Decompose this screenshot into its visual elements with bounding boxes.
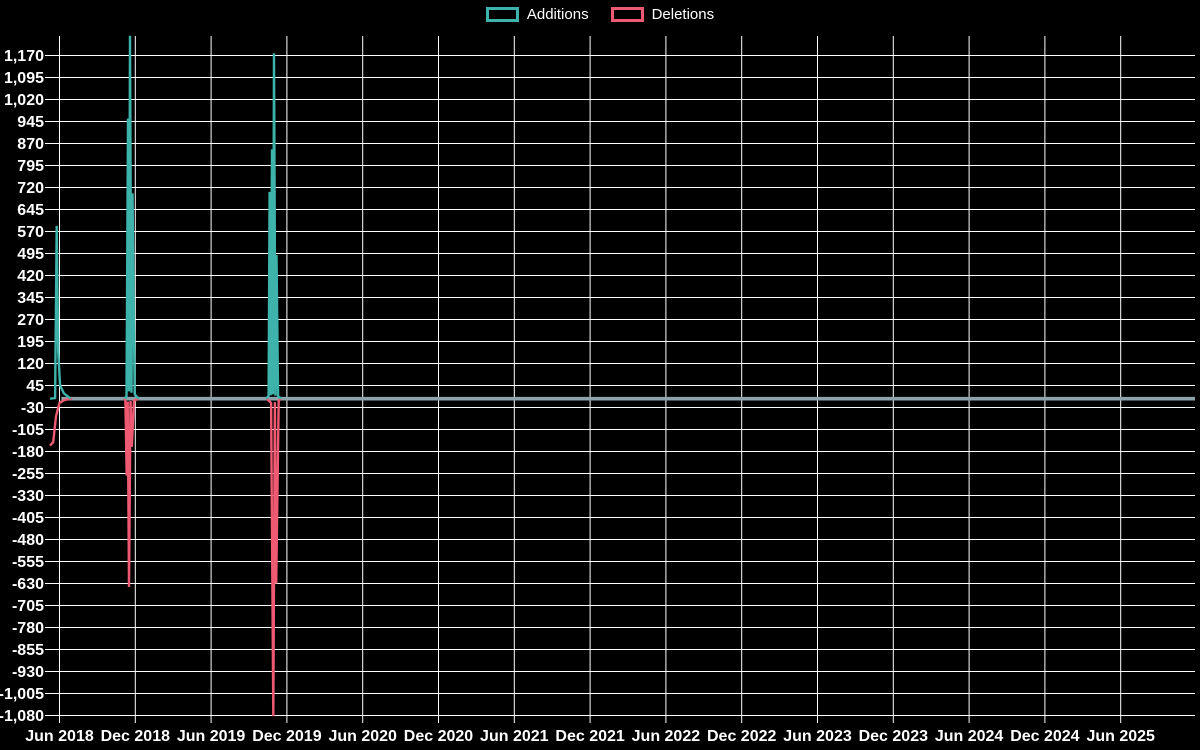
y-tick-label: 570 [17,224,44,241]
y-tick-label: 195 [17,334,44,351]
additions-swatch [485,7,519,22]
x-tick-labels: Jun 2018 Dec 2018 Jun 2019 Dec 2019 Jun 2020… [25,728,1155,745]
y-tick-label: 1,020 [4,92,44,109]
y-tick-label: 120 [17,356,44,373]
x-tick-label: Jun 2018 [25,728,94,745]
y-tick-label: -480 [12,532,44,549]
x-gridlines [59,36,1122,723]
y-tick-label: -180 [12,444,44,461]
y-tick-label: 420 [17,268,44,285]
y-tick-label: 645 [17,202,44,219]
x-tick-label: Jun 2022 [632,728,701,745]
x-tick-label: Jun 2023 [783,728,852,745]
x-tick-label: Dec 2022 [707,728,776,745]
y-tick-label: 495 [17,246,44,263]
y-tick-label: 870 [17,136,44,153]
deletions-label: Deletions [651,6,715,23]
y-tick-labels: 1,170 1,095 1,020 945 870 795 720 645 570 495 420 3… [0,48,44,725]
chart-legend: Additions Deletions [0,7,1200,22]
y-tick-label: 720 [17,180,44,197]
x-tick-label: Dec 2018 [101,728,170,745]
y-tick-label: -705 [12,598,44,615]
deletions-series [49,397,282,717]
y-tick-label: -855 [12,642,44,659]
y-tick-label: 945 [17,114,44,131]
y-tick-label: 1,170 [4,48,44,65]
y-tick-label: -105 [12,422,44,439]
y-tick-label: 1,095 [4,70,44,87]
y-gridlines [45,55,1195,716]
x-tick-label: Jun 2019 [177,728,246,745]
additions-line [265,53,282,400]
x-tick-label: Dec 2020 [404,728,473,745]
y-tick-label: 795 [17,158,44,175]
additions-series [49,35,282,400]
x-tick-label: Dec 2019 [252,728,321,745]
x-tick-label: Dec 2024 [1010,728,1079,745]
deletions-swatch [610,7,644,22]
y-tick-label: -555 [12,554,44,571]
y-tick-label: 45 [26,378,44,395]
x-tick-label: Jun 2020 [328,728,397,745]
additions-label: Additions [526,6,589,23]
x-tick-label: Dec 2021 [555,728,624,745]
y-tick-label: -1,080 [0,708,44,725]
x-tick-label: Jun 2021 [480,728,549,745]
y-tick-label: -780 [12,620,44,637]
additions-line [123,35,140,400]
y-tick-label: -330 [12,488,44,505]
legend-item-additions[interactable]: Additions [485,6,589,23]
deletions-line [49,397,73,447]
y-tick-label: -30 [21,400,44,417]
x-tick-label: Jun 2025 [1086,728,1155,745]
y-tick-label: -405 [12,510,44,527]
additions-line [49,225,72,400]
y-tick-label: 345 [17,290,44,307]
y-tick-label: -630 [12,576,44,593]
x-tick-label: Jun 2024 [935,728,1004,745]
y-tick-label: -255 [12,466,44,483]
y-tick-label: -930 [12,664,44,681]
y-tick-label: 270 [17,312,44,329]
x-tick-label: Dec 2023 [859,728,928,745]
deletions-line [265,397,282,717]
deletions-line [122,397,139,588]
legend-item-deletions[interactable]: Deletions [610,6,715,23]
y-tick-label: -1,005 [0,686,44,703]
